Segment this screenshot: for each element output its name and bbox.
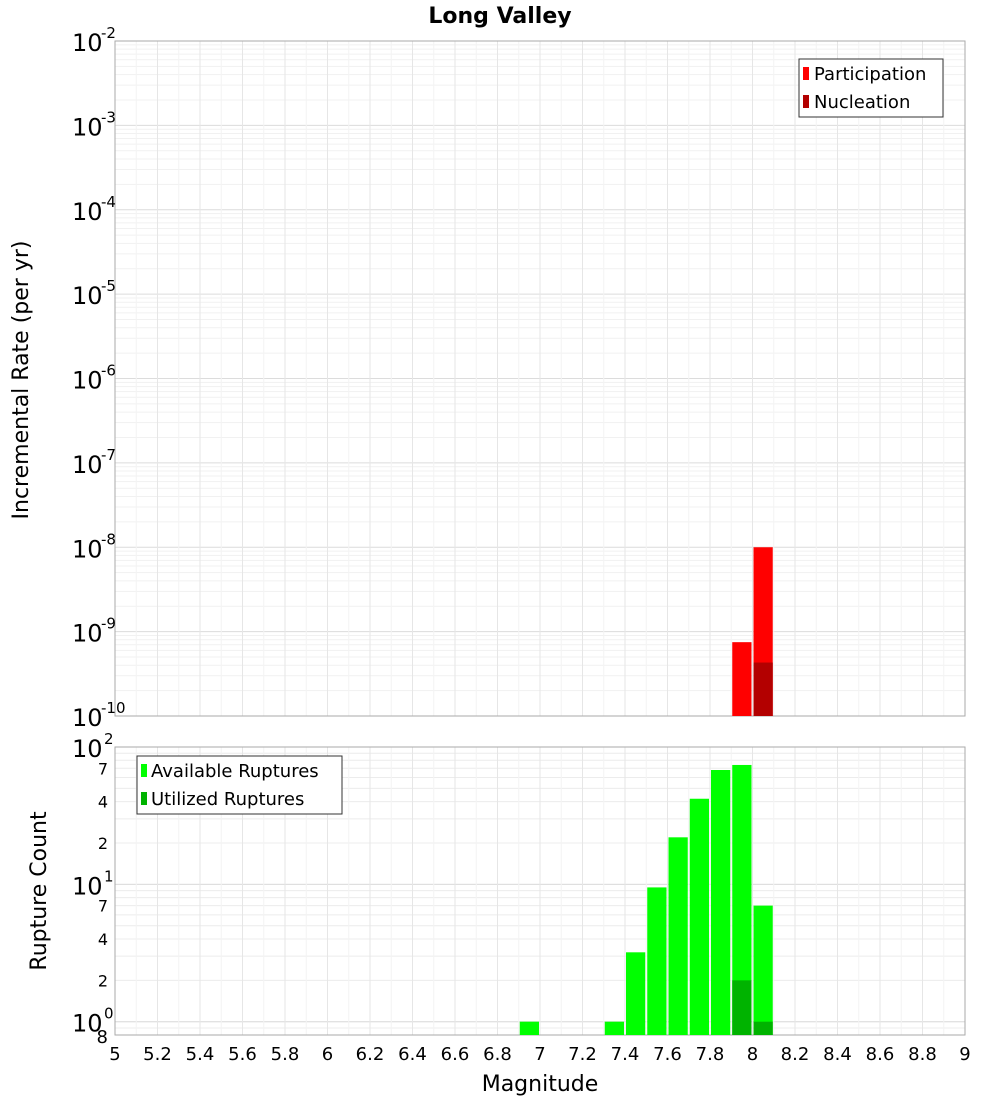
top-grid	[114, 40, 966, 717]
bottom-grid	[114, 746, 966, 1035]
y-tick-label: 4	[98, 793, 108, 812]
bottom-legend: Available Ruptures Utilized Ruptures	[136, 755, 343, 815]
bar	[647, 887, 667, 1035]
x-tick-label: 7.2	[568, 1044, 597, 1065]
y-tick-label: 7	[98, 897, 108, 916]
legend-swatch-utilized-ruptures	[141, 792, 147, 805]
x-tick-label: 6.2	[356, 1044, 385, 1065]
y-tick-label: 10	[72, 367, 103, 395]
y-tick-exponent: 1	[104, 867, 114, 885]
bar	[753, 905, 773, 1035]
top-bars	[732, 547, 773, 716]
top-legend: Participation Nucleation	[798, 58, 944, 118]
bottom-legend-box	[136, 755, 343, 815]
x-tick-label: 7.6	[653, 1044, 682, 1065]
bar	[753, 1021, 773, 1035]
y-tick-label: 10	[72, 620, 103, 648]
bar	[689, 798, 709, 1035]
y-tick-exponent: -9	[101, 615, 116, 633]
x-tick-label: 8.4	[823, 1044, 852, 1065]
x-tick-label: 6	[322, 1044, 333, 1065]
y-tick-label: 7	[98, 759, 108, 778]
bottom-y-axis-title: Rupture Count	[27, 811, 52, 971]
y-tick-label: 10	[72, 704, 103, 732]
y-tick-exponent: -6	[101, 362, 116, 380]
legend-swatch-nucleation	[803, 95, 809, 108]
x-tick-label: 8.6	[866, 1044, 895, 1065]
x-tick-label: 6.6	[441, 1044, 470, 1065]
x-axis-title: Magnitude	[482, 1072, 599, 1097]
y-tick-label: 10	[72, 198, 103, 226]
top-y-axis-title: Incremental Rate (per yr)	[9, 241, 34, 520]
x-tick-label: 9	[959, 1044, 970, 1065]
x-tick-label: 7.8	[696, 1044, 725, 1065]
x-tick-label: 8.2	[781, 1044, 810, 1065]
y-tick-exponent: 2	[104, 730, 114, 748]
y-tick-exponent: -10	[101, 699, 126, 717]
y-tick-label: 10	[72, 872, 103, 900]
bar	[626, 952, 646, 1035]
legend-swatch-participation	[803, 67, 809, 80]
bar	[732, 764, 752, 1035]
y-tick-label: 2	[98, 834, 108, 853]
y-tick-label: 10	[72, 1010, 103, 1038]
y-tick-label: 10	[72, 735, 103, 763]
x-tick-label: 6.8	[483, 1044, 512, 1065]
x-tick-label: 8.8	[908, 1044, 937, 1065]
legend-label-nucleation: Nucleation	[814, 92, 910, 113]
bottom-bars	[519, 764, 773, 1035]
bottom-plot-frame	[114, 746, 966, 1036]
y-tick-exponent: -5	[101, 277, 116, 295]
legend-label-utilized-ruptures: Utilized Ruptures	[151, 789, 304, 810]
y-tick-label: 8	[97, 1027, 108, 1048]
x-tick-label: 6.4	[398, 1044, 427, 1065]
chart-title: Long Valley	[428, 4, 571, 29]
x-tick-label: 7.4	[611, 1044, 640, 1065]
top-plot-frame	[114, 40, 966, 717]
x-tick-labels: 5 5.2 5.4 5.6 5.8 6 6.2 6.4 6.6 6.8 7 7.2 7.4 7.6 7.8 8…	[109, 1044, 970, 1065]
x-tick-label: 8	[747, 1044, 758, 1065]
bar	[732, 642, 752, 716]
y-tick-exponent: 0	[104, 1005, 114, 1023]
y-tick-exponent: -4	[101, 193, 116, 211]
y-tick-label: 10	[72, 29, 103, 57]
y-tick-label: 10	[72, 282, 103, 310]
y-tick-exponent: -7	[101, 446, 116, 464]
y-tick-label: 4	[98, 930, 108, 949]
y-tick-exponent: -3	[101, 108, 116, 126]
bar	[668, 837, 688, 1035]
bar	[732, 980, 752, 1035]
bar	[711, 770, 731, 1035]
y-tick-label: 2	[98, 971, 108, 990]
x-tick-label: 7	[534, 1044, 545, 1065]
bar	[604, 1021, 624, 1035]
bar	[753, 662, 773, 716]
legend-label-available-ruptures: Available Ruptures	[151, 761, 319, 782]
x-tick-label: 5.2	[143, 1044, 172, 1065]
legend-swatch-available-ruptures	[141, 764, 147, 777]
y-tick-exponent: -8	[101, 530, 116, 548]
top-legend-box	[798, 58, 944, 118]
bar	[519, 1021, 539, 1035]
legend-label-participation: Participation	[814, 64, 926, 85]
y-tick-label: 10	[72, 451, 103, 479]
x-tick-label: 5.6	[228, 1044, 257, 1065]
x-tick-label: 5	[109, 1044, 120, 1065]
y-tick-exponent: -2	[101, 24, 116, 42]
y-tick-label: 10	[72, 113, 103, 141]
x-tick-label: 5.8	[271, 1044, 300, 1065]
y-tick-label: 10	[72, 535, 103, 563]
x-tick-label: 5.4	[186, 1044, 215, 1065]
